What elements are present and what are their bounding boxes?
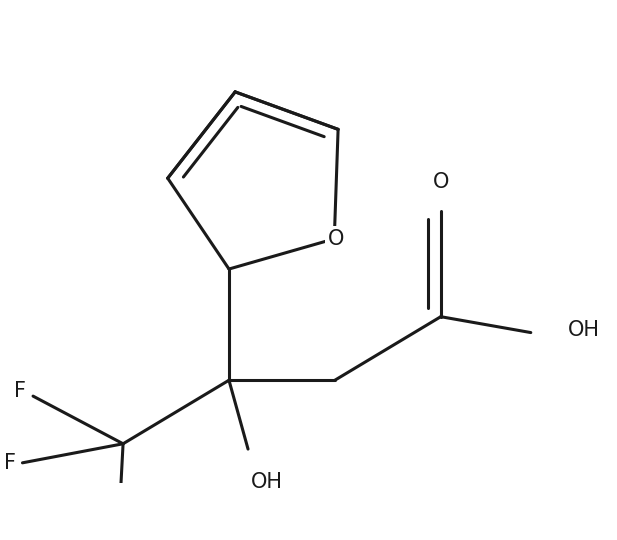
Text: F: F [4, 453, 16, 473]
Text: OH: OH [568, 320, 600, 340]
Text: O: O [433, 172, 449, 192]
Text: OH: OH [251, 472, 283, 492]
Text: O: O [328, 229, 344, 249]
Text: F: F [14, 381, 27, 401]
